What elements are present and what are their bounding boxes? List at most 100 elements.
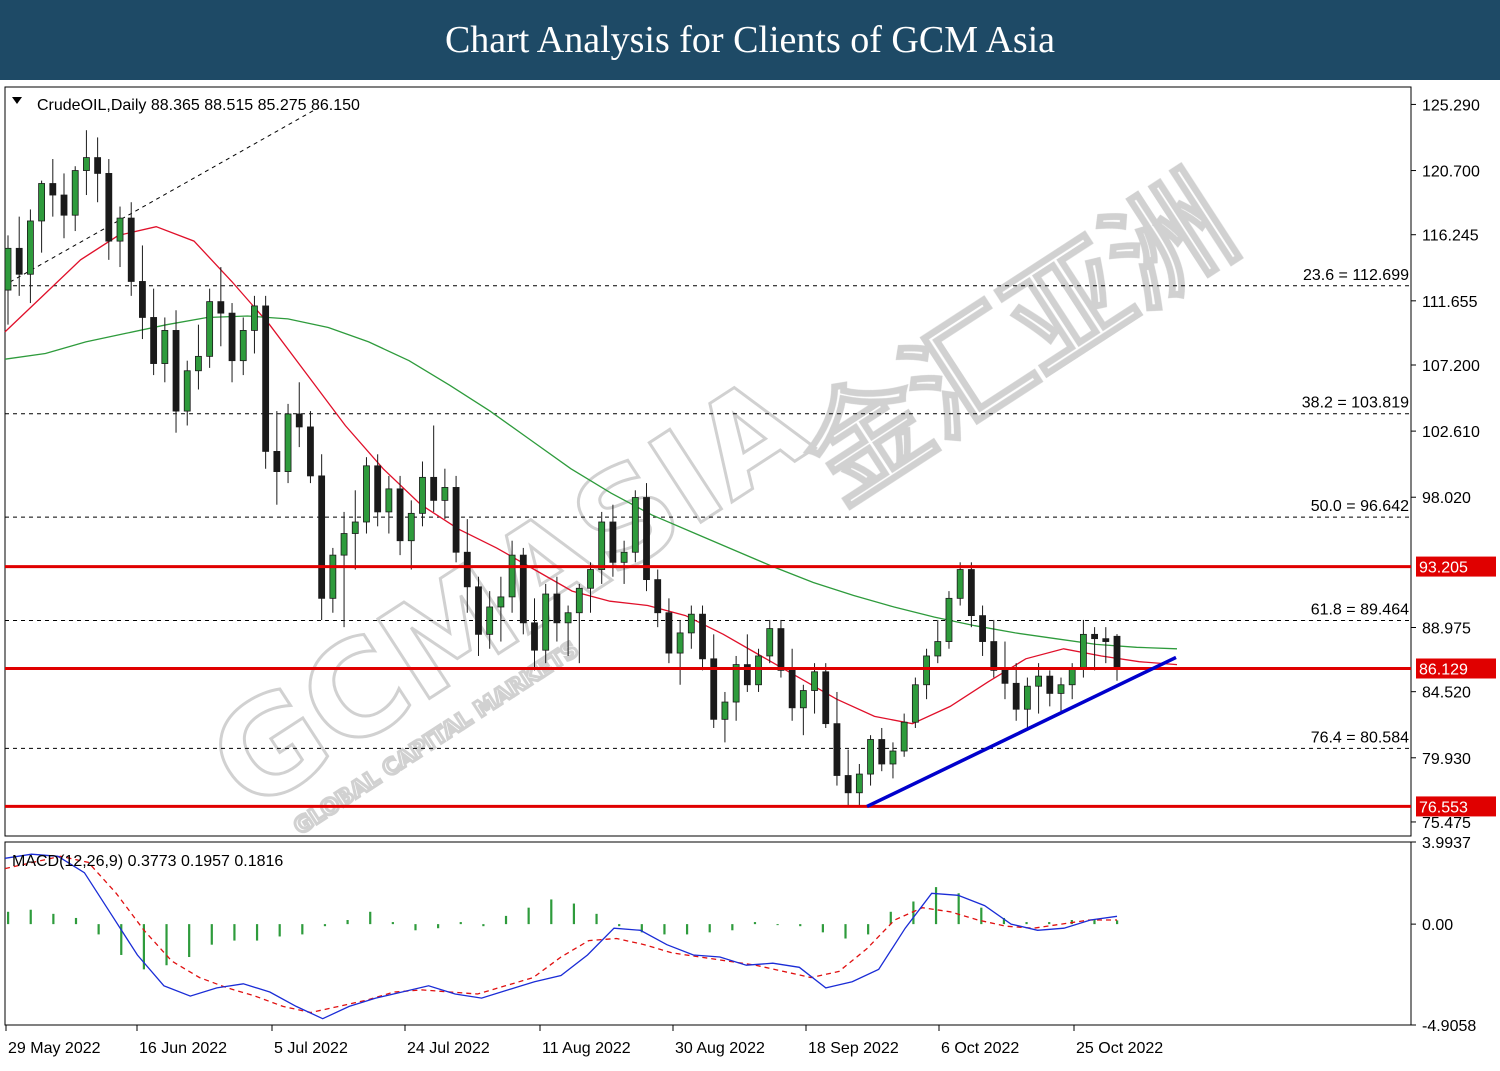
candle-body [755, 655, 762, 686]
symbol-dropdown-icon[interactable] [12, 97, 22, 104]
candle-body [967, 569, 975, 617]
macd-histogram-bar [210, 924, 213, 945]
candle-body [217, 301, 225, 314]
candle-body [687, 613, 695, 634]
candle [676, 619, 684, 685]
candle-body [542, 593, 550, 651]
candle-body [553, 593, 561, 624]
candle-body [452, 487, 460, 553]
candle-body [575, 587, 583, 614]
macd-histogram-bar [663, 924, 666, 935]
candle [587, 562, 594, 613]
candle [273, 411, 281, 505]
macd-histogram-bar [369, 911, 372, 925]
candle [295, 382, 303, 448]
candle-body [251, 305, 258, 331]
macd-histogram-bar [188, 924, 191, 958]
time-tick-label: 29 May 2022 [8, 1040, 101, 1057]
level-tag [1416, 796, 1496, 817]
candle [923, 648, 930, 700]
candle [1046, 670, 1054, 707]
candle-body [519, 554, 527, 624]
macd-histogram-bar [1048, 922, 1051, 925]
candle [1001, 641, 1009, 700]
candle-body [183, 370, 191, 412]
candle-body [239, 330, 247, 362]
candle [699, 605, 706, 671]
candle [799, 684, 807, 736]
candle [900, 713, 908, 757]
candle-body [27, 220, 34, 275]
macd-histogram-bar [980, 907, 983, 925]
candle-body [105, 173, 113, 242]
candle-body [1012, 682, 1020, 710]
macd-histogram-bar [821, 924, 824, 933]
macd-histogram-bar [391, 922, 394, 925]
candle [564, 605, 572, 656]
candle [172, 310, 180, 433]
candle [598, 511, 606, 584]
candle [531, 598, 538, 671]
candle-body [587, 569, 594, 589]
candle-body [508, 554, 516, 598]
candle [788, 648, 796, 721]
macd-histogram-bar [120, 924, 123, 955]
candle-body [665, 612, 673, 654]
candlestick-series [4, 130, 1121, 808]
macd-histogram-bar [799, 924, 802, 927]
candle-body [486, 606, 494, 635]
candle-body [631, 497, 639, 553]
candle-body [1035, 675, 1042, 687]
candle [1057, 677, 1065, 714]
candle-body [71, 170, 79, 216]
candle-body [1001, 669, 1009, 684]
candle-body [385, 488, 393, 513]
level-tag-label: 93.205 [1419, 560, 1468, 577]
time-tick-label: 25 Oct 2022 [1076, 1040, 1163, 1057]
macd-histogram-bar [527, 907, 530, 925]
candle-body [407, 512, 415, 542]
candle [116, 206, 124, 268]
fib-level-label: 76.4 = 80.584 [1311, 729, 1409, 746]
macd-histogram-bar [934, 887, 938, 925]
macd-histogram-bar [685, 924, 689, 935]
fib-level-label: 50.0 = 96.642 [1311, 498, 1409, 515]
candle-body [1113, 635, 1121, 669]
candle-body [598, 521, 606, 570]
candle [631, 490, 639, 563]
candle [329, 547, 337, 613]
candle-body [900, 721, 908, 752]
candle [94, 137, 102, 203]
candle-body [956, 569, 964, 599]
candle [654, 569, 662, 628]
candle-body [654, 579, 662, 614]
candle-body [161, 330, 169, 364]
candle-body [374, 465, 382, 513]
candle-body [475, 586, 482, 635]
candle-body [743, 664, 751, 686]
macd-histogram-bar [912, 901, 915, 925]
candle-body [1079, 633, 1087, 668]
macd-histogram-bar [957, 893, 960, 925]
candle [822, 663, 830, 728]
price-tick-label: 102.610 [1422, 424, 1480, 441]
time-tick-label: 5 Jul 2022 [274, 1040, 348, 1057]
chart-area[interactable]: GCMASIA 金汇亚洲 GLOBAL CAPITAL MARKETS 23.6… [0, 80, 1500, 1071]
candle-body [127, 217, 135, 282]
candle-body [15, 247, 23, 275]
time-tick-label: 24 Jul 2022 [407, 1040, 490, 1057]
candle-body [609, 521, 617, 563]
candle-body [867, 739, 874, 775]
candle-body [262, 305, 270, 452]
candle [83, 130, 90, 196]
price-tick-label: 75.475 [1422, 815, 1471, 832]
candle [475, 576, 482, 656]
candle-body [172, 330, 180, 412]
macd-histogram-bar [844, 924, 847, 939]
candle [732, 655, 740, 721]
candle-body [228, 312, 236, 362]
candle-body [710, 658, 718, 720]
candle [195, 324, 202, 390]
candle-body [1057, 684, 1065, 694]
candle-body [934, 641, 942, 657]
